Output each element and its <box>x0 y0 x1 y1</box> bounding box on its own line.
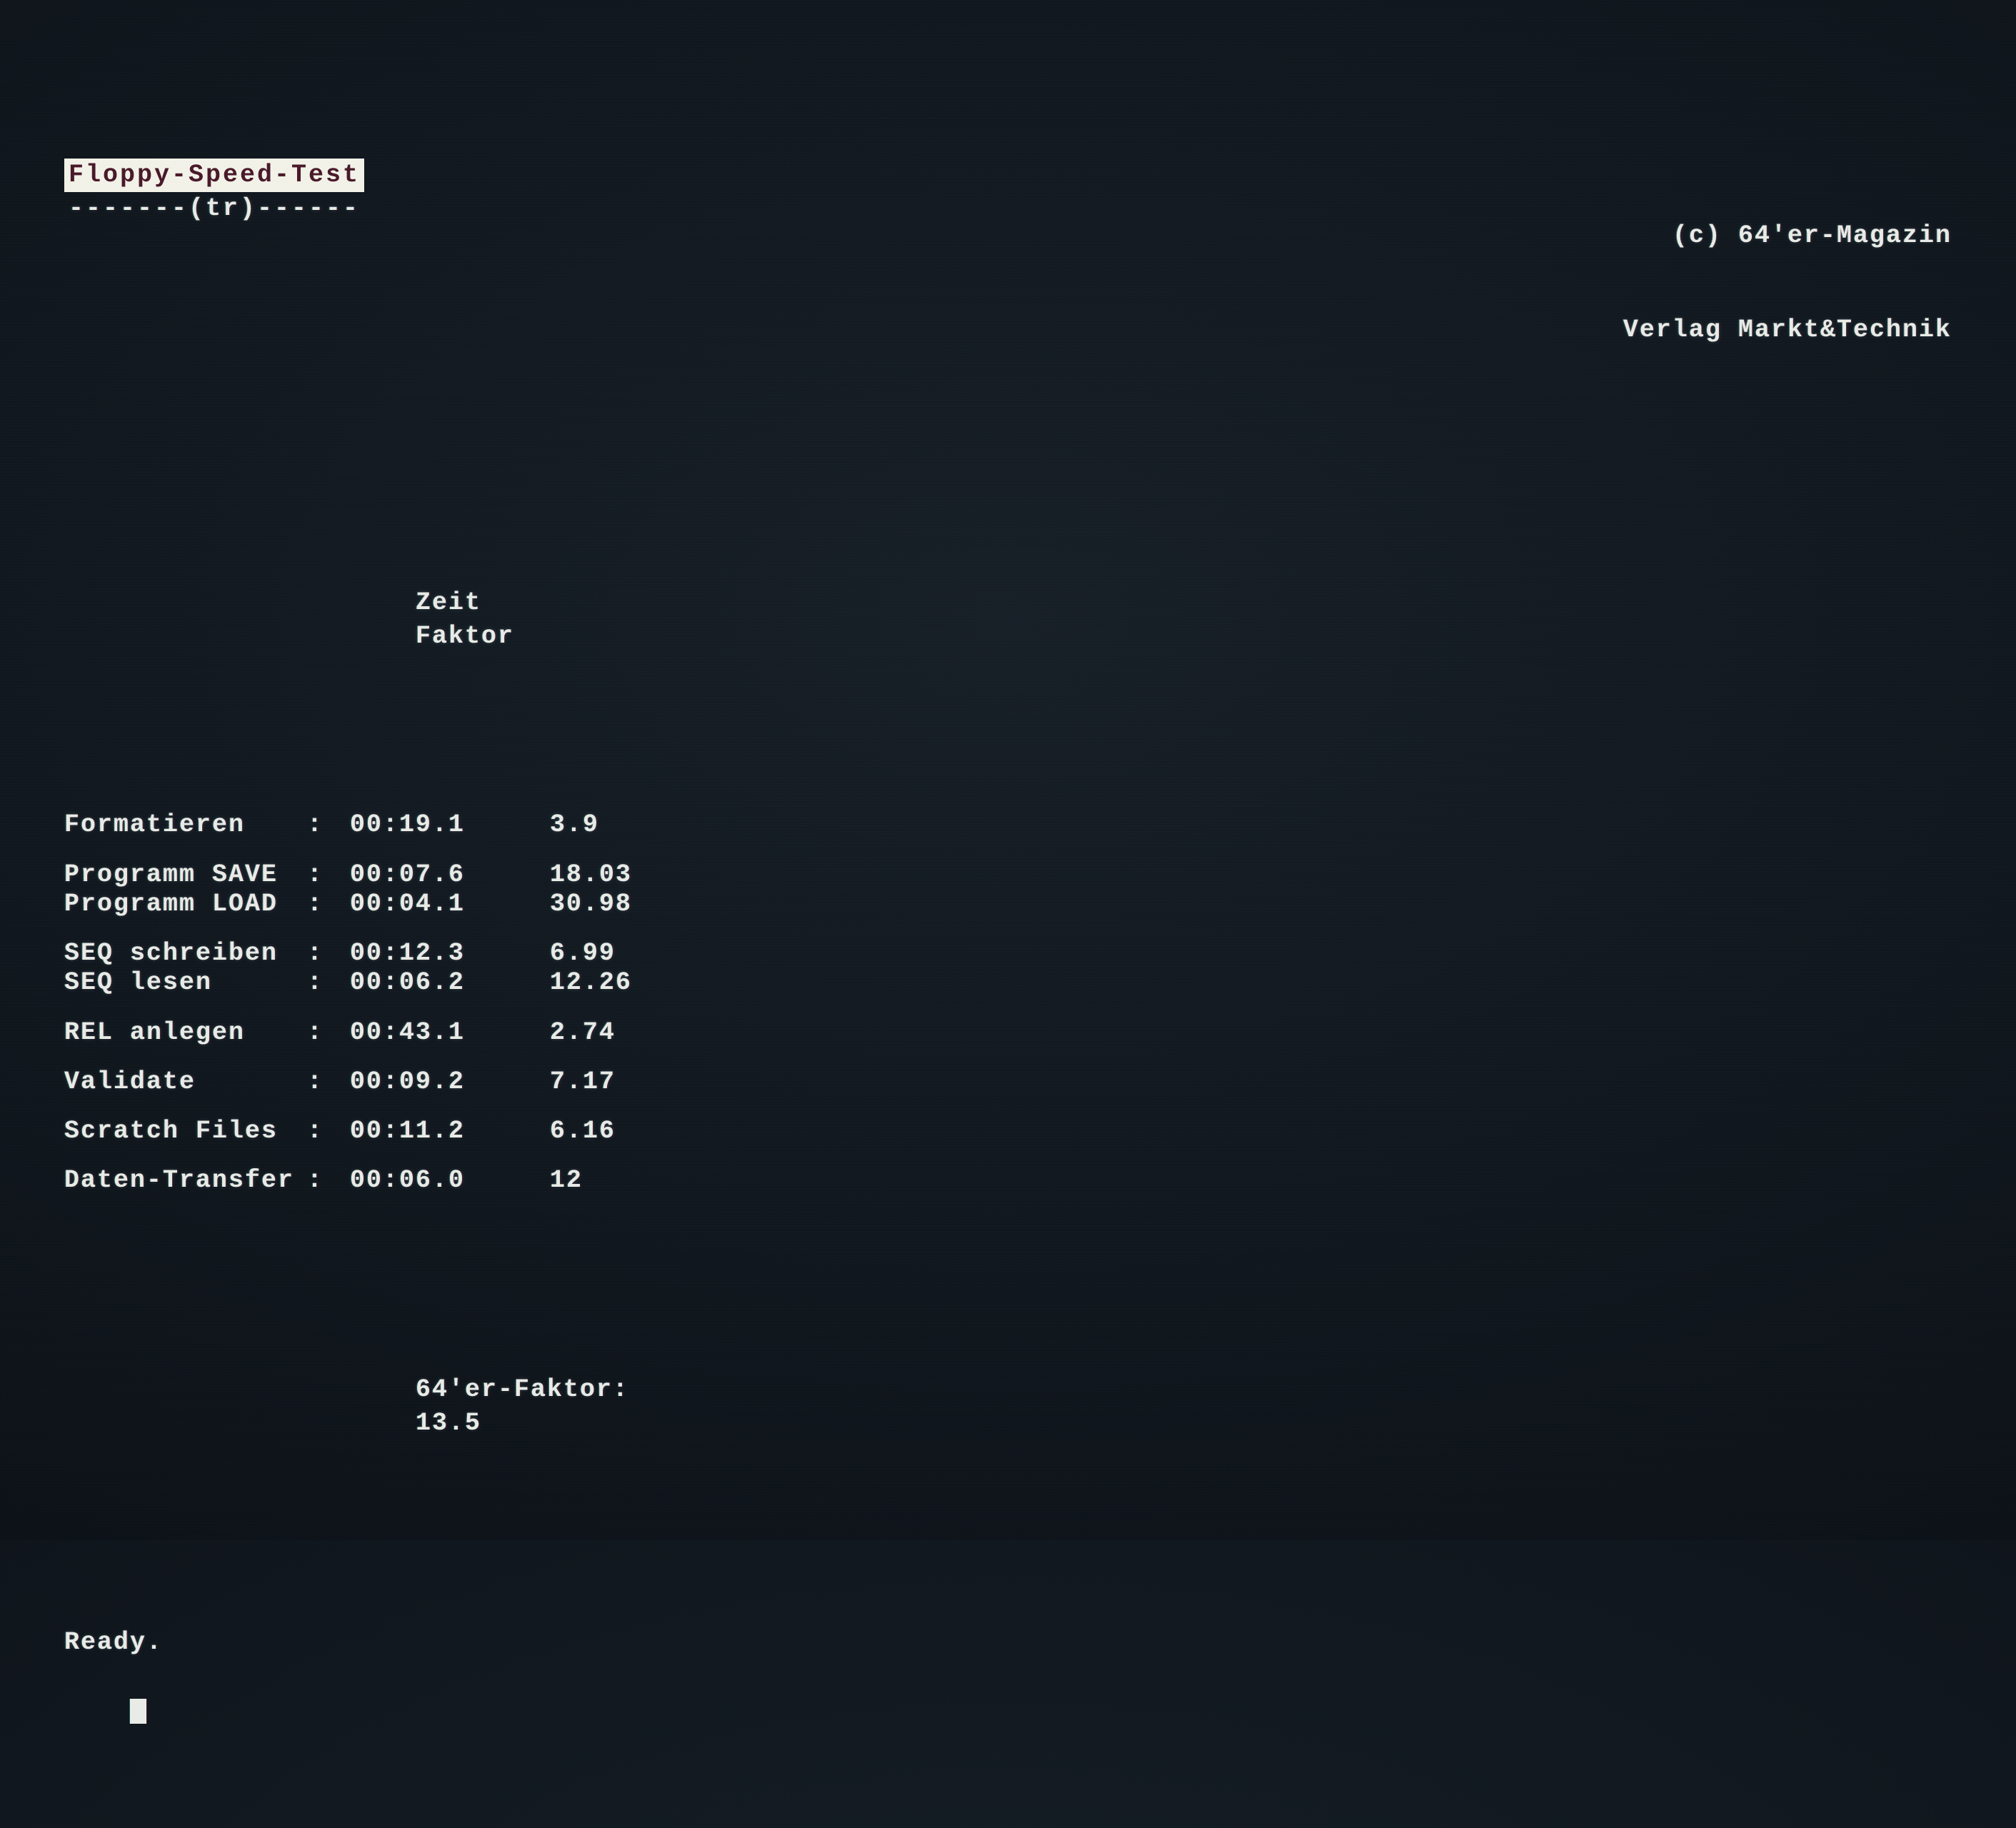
row-zeit: 00:07.6 <box>350 858 550 892</box>
summary-row: 64'er-Faktor: 13.5 <box>64 1339 1952 1474</box>
row-label: SEQ schreiben <box>64 937 307 970</box>
row-zeit: 00:09.2 <box>350 1065 550 1099</box>
title-block: Floppy-Speed-Test -------(tr)------ <box>64 159 364 226</box>
prompt: Ready. <box>64 1558 1952 1761</box>
row-label: Programm LOAD <box>64 888 307 921</box>
table-row: Formatieren:00:19.13.9 <box>64 808 1952 842</box>
row-zeit: 00:12.3 <box>350 937 550 970</box>
cursor-icon <box>130 1699 146 1724</box>
row-faktor: 2.74 <box>550 1016 616 1050</box>
program-title: Floppy-Speed-Test <box>64 159 364 192</box>
row-separator: : <box>307 937 350 970</box>
row-zeit: 00:43.1 <box>350 1016 550 1050</box>
row-zeit: 00:06.0 <box>350 1164 550 1197</box>
row-faktor: 30.98 <box>550 888 632 921</box>
row-label: SEQ lesen <box>64 966 307 1000</box>
table-row: SEQ schreiben:00:12.36.99 <box>64 937 1952 970</box>
row-separator: : <box>307 808 350 842</box>
header: Floppy-Speed-Test -------(tr)------ (c) … <box>64 159 1952 408</box>
row-zeit: 00:11.2 <box>350 1115 550 1148</box>
ready-text: Ready. <box>64 1626 1952 1659</box>
row-faktor: 18.03 <box>550 858 632 892</box>
row-zeit: 00:06.2 <box>350 966 550 1000</box>
terminal-screen: Floppy-Speed-Test -------(tr)------ (c) … <box>0 0 2016 1540</box>
credits-line-1: (c) 64'er-Magazin <box>1623 221 1952 252</box>
row-faktor: 6.99 <box>550 937 616 970</box>
table-row: Validate:00:09.27.17 <box>64 1065 1952 1099</box>
table-row: Scratch Files:00:11.26.16 <box>64 1115 1952 1148</box>
table-row: SEQ lesen:00:06.212.26 <box>64 966 1952 1000</box>
table-row: Programm LOAD:00:04.130.98 <box>64 888 1952 921</box>
results-table: Formatieren:00:19.13.9Programm SAVE:00:0… <box>64 808 1952 1197</box>
row-faktor: 7.17 <box>550 1065 616 1099</box>
row-faktor: 3.9 <box>550 808 599 842</box>
row-faktor: 12 <box>550 1164 583 1197</box>
row-label: Programm SAVE <box>64 858 307 892</box>
row-zeit: 00:19.1 <box>350 808 550 842</box>
column-header-faktor: Faktor <box>416 620 514 653</box>
row-label: REL anlegen <box>64 1016 307 1050</box>
row-separator: : <box>307 888 350 921</box>
credits: (c) 64'er-Magazin Verlag Markt&Technik <box>1623 159 1952 408</box>
row-label: Scratch Files <box>64 1115 307 1148</box>
table-row: REL anlegen:00:43.12.74 <box>64 1016 1952 1050</box>
row-label: Daten-Transfer <box>64 1164 307 1197</box>
row-faktor: 12.26 <box>550 966 632 1000</box>
row-separator: : <box>307 1016 350 1050</box>
table-row: Daten-Transfer:00:06.012 <box>64 1164 1952 1197</box>
column-headers: Zeit Faktor <box>64 553 1952 688</box>
row-separator: : <box>307 1065 350 1099</box>
summary-label: 64'er-Faktor: <box>416 1373 673 1407</box>
row-faktor: 6.16 <box>550 1115 616 1148</box>
column-header-zeit: Zeit <box>416 586 616 620</box>
row-separator: : <box>307 858 350 892</box>
table-row: Programm SAVE:00:07.618.03 <box>64 858 1952 892</box>
credits-line-2: Verlag Markt&Technik <box>1623 315 1952 346</box>
program-subtitle: -------(tr)------ <box>69 192 360 226</box>
row-label: Validate <box>64 1065 307 1099</box>
row-separator: : <box>307 1164 350 1197</box>
row-label: Formatieren <box>64 808 307 842</box>
summary-value: 13.5 <box>416 1409 481 1437</box>
row-zeit: 00:04.1 <box>350 888 550 921</box>
row-separator: : <box>307 966 350 1000</box>
row-separator: : <box>307 1115 350 1148</box>
